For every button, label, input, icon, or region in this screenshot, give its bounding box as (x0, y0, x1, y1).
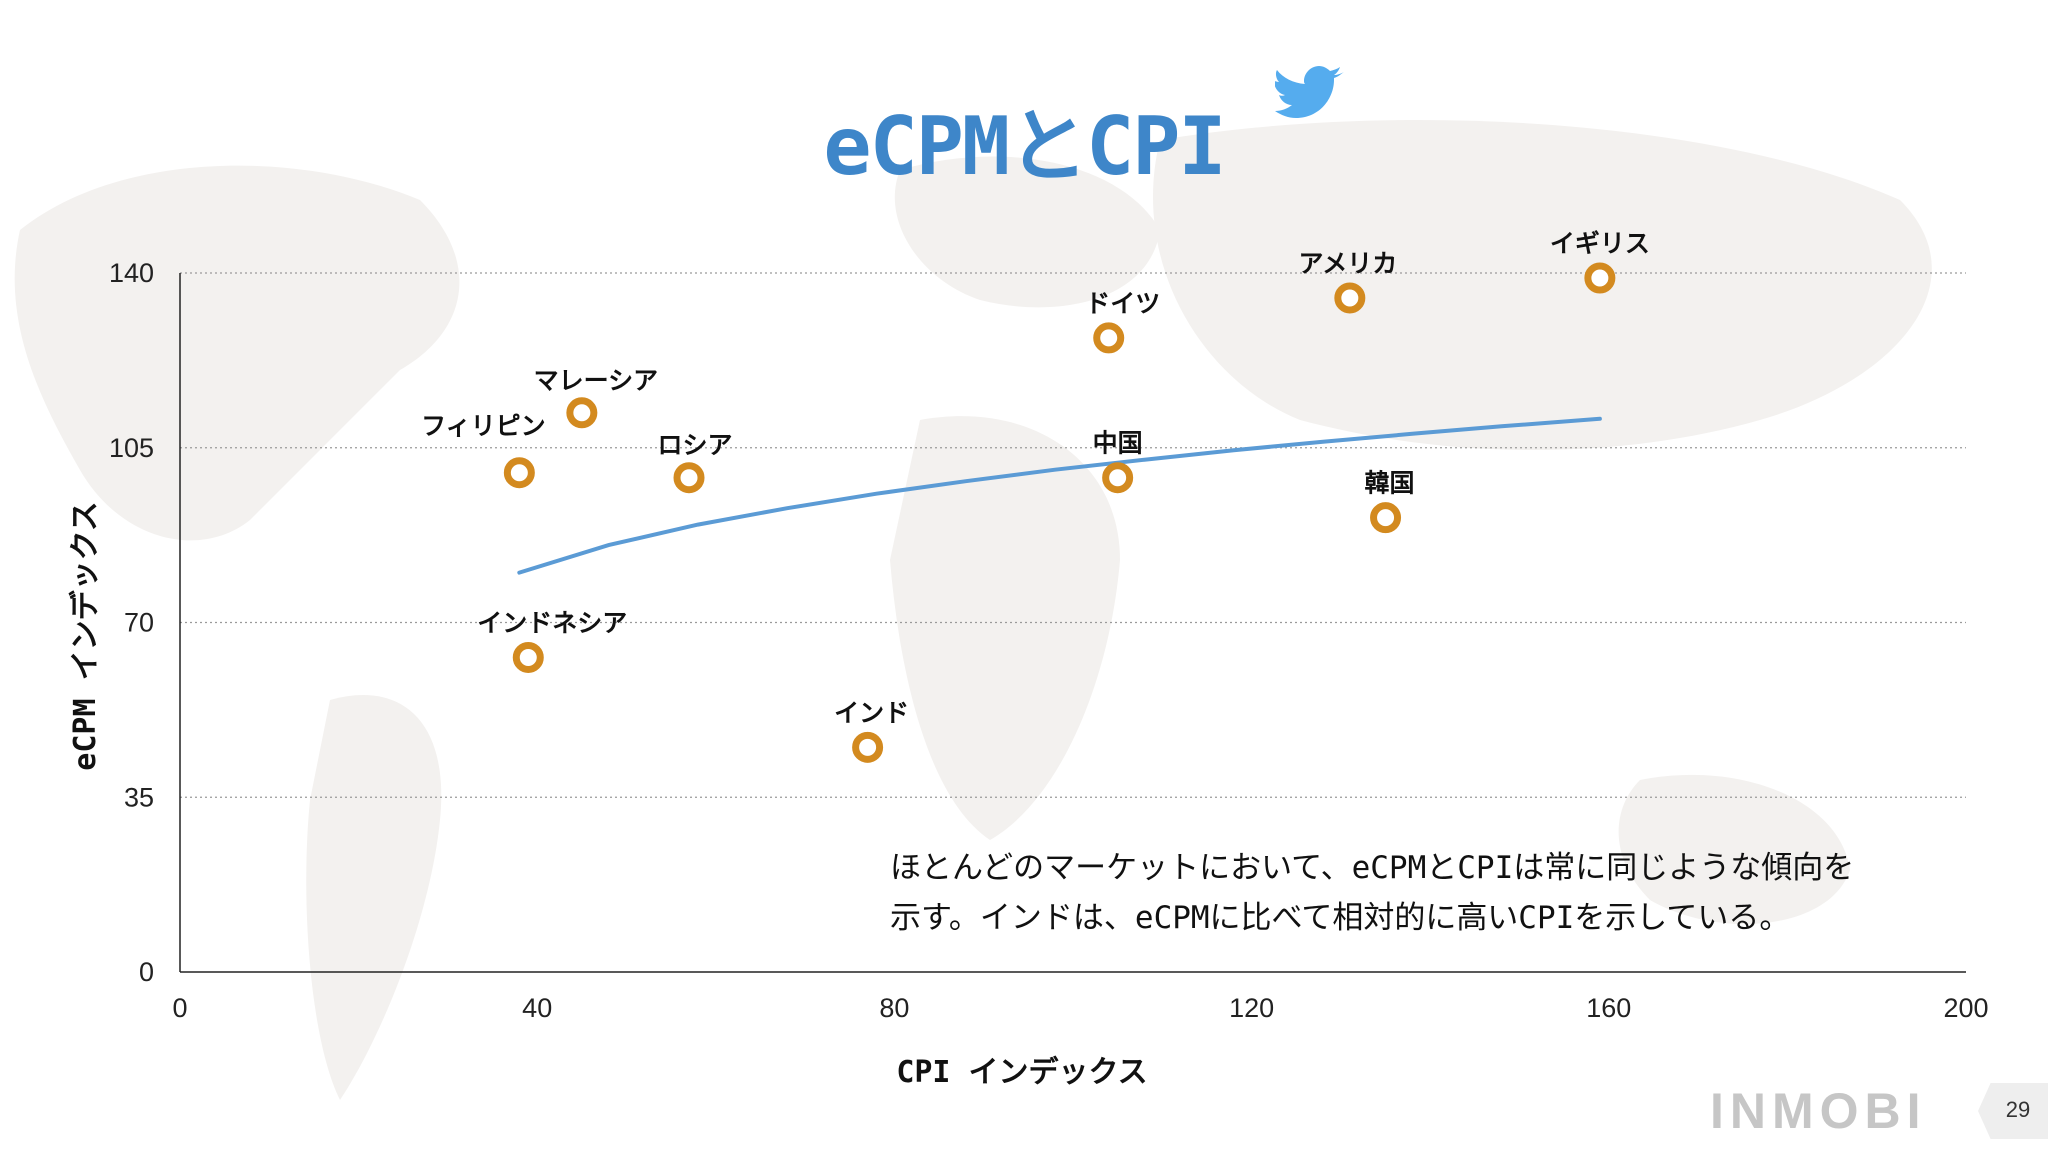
slide-title: eCPMとCPI (823, 100, 1226, 193)
x-tick-label: 0 (172, 993, 187, 1023)
twitter-bird-icon (1275, 66, 1344, 118)
trendline-layer (517, 416, 1602, 575)
y-tick-label: 35 (124, 782, 154, 812)
data-point-marker (1370, 502, 1402, 534)
axes: 0 35 70 105 140 0 40 80 120 160 200 (109, 258, 1989, 1023)
inmobi-logo: INMOBI (1710, 1083, 1927, 1139)
x-tick-label: 200 (1943, 993, 1988, 1023)
trendline (517, 416, 1602, 575)
data-point-marker (512, 641, 544, 673)
data-point-label: インドネシア (477, 608, 627, 637)
data-point-marker (852, 731, 884, 763)
data-point-marker (1584, 262, 1616, 294)
x-axis-title: CPI インデックス (896, 1055, 1147, 1090)
data-point-label: アメリカ (1298, 249, 1397, 278)
y-tick-label: 70 (124, 608, 154, 638)
data-point-label: 中国 (1093, 429, 1143, 458)
annotation-line-2: 示す。インドは、eCPMに比べて相対的に高いCPIを示している。 (890, 900, 1791, 936)
data-point-marker (1334, 282, 1366, 314)
x-tick-label: 120 (1229, 993, 1274, 1023)
data-point-label: ロシア (658, 431, 733, 460)
data-point-marker (673, 462, 705, 494)
data-points (503, 262, 1616, 763)
data-point-label: ドイツ (1085, 289, 1160, 318)
data-point-label: マレーシア (534, 366, 659, 395)
data-point-label: インド (834, 698, 909, 727)
data-point-marker (566, 397, 598, 429)
page-number-tab (1978, 1083, 2048, 1139)
gridlines (180, 272, 1966, 798)
x-tick-label: 80 (879, 993, 909, 1023)
annotation-text: ほとんどのマーケットにおいて、eCPMとCPIは常に同じような傾向を 示す。イン… (890, 843, 1990, 943)
y-tick-label: 0 (139, 957, 154, 987)
x-tick-label: 160 (1586, 993, 1631, 1023)
data-point-marker (1102, 462, 1134, 494)
y-tick-label: 105 (109, 433, 154, 463)
x-tick-label: 40 (522, 993, 552, 1023)
data-point-label: イギリス (1550, 229, 1650, 258)
y-axis-title: eCPM インデックス (68, 501, 103, 770)
annotation-line-1: ほとんどのマーケットにおいて、eCPMとCPIは常に同じような傾向を (890, 850, 1855, 886)
data-point-label: 韓国 (1365, 469, 1415, 498)
data-point-marker (1093, 322, 1125, 354)
data-point-label: フィリピン (421, 412, 546, 441)
data-point-marker (503, 457, 535, 489)
page-number: 29 (2005, 1097, 2031, 1122)
y-tick-label: 140 (109, 258, 154, 288)
